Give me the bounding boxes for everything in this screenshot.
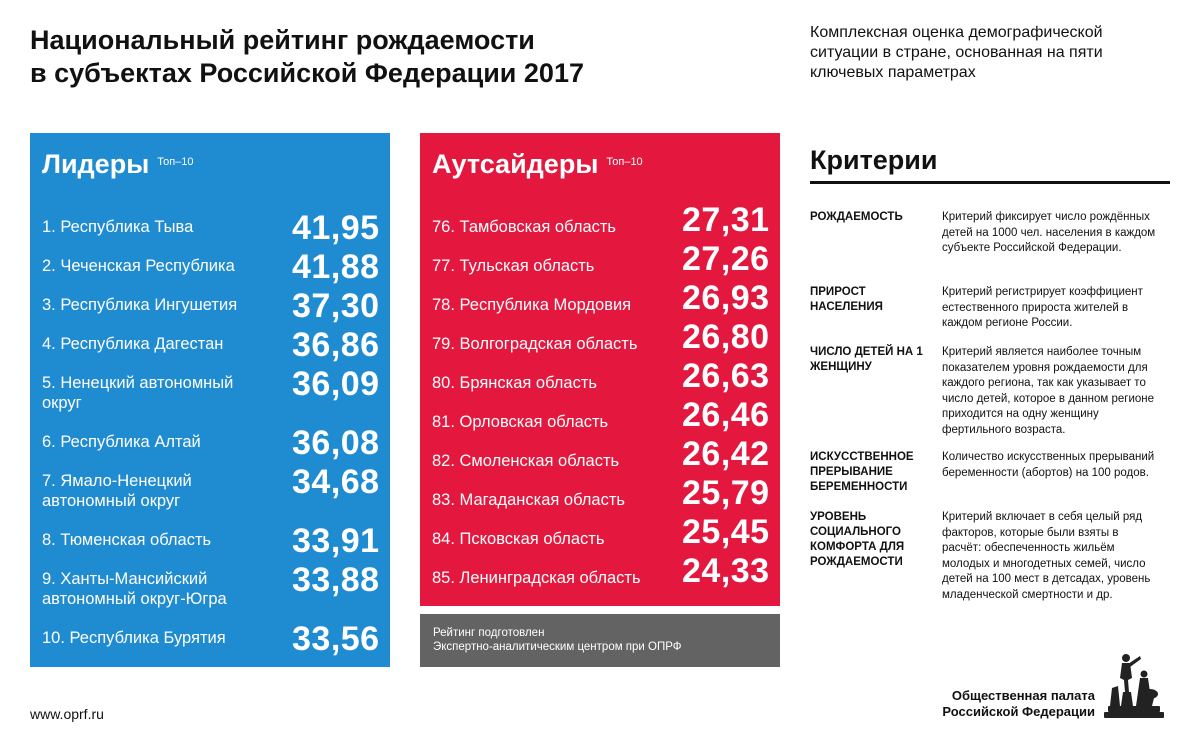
page-title: Национальный рейтинг рождаемости в субъе… xyxy=(30,24,650,90)
outsider-value: 27,31 xyxy=(682,201,770,239)
leader-value: 33,91 xyxy=(292,522,380,560)
outsider-value: 24,33 xyxy=(682,552,770,590)
leader-name: 7. Ямало-Ненецкий автономный округ xyxy=(42,472,192,510)
leader-name: 2. Чеченская Республика xyxy=(42,257,235,275)
outsider-name: 80. Брянская область xyxy=(432,374,598,392)
outsider-name: 84. Псковская область xyxy=(432,530,605,548)
outsider-value: 26,46 xyxy=(682,396,770,434)
title-line-1: Национальный рейтинг рождаемости xyxy=(30,25,535,55)
criteria-heading: Критерии xyxy=(810,145,938,175)
outsider-name: 77. Тульская область xyxy=(432,257,595,275)
criterion-desc: Критерий является наиболее точным показа… xyxy=(942,346,1155,436)
rating-credit: Рейтинг подготовлен Экспертно-аналитичес… xyxy=(420,614,780,667)
outsider-value: 25,45 xyxy=(682,513,770,551)
monument-logo-icon xyxy=(1098,648,1170,720)
leader-name: 5. Ненецкий автономный округ xyxy=(42,374,234,412)
outsider-name: 81. Орловская область xyxy=(432,413,609,431)
outsider-name: 78. Республика Мордовия xyxy=(432,296,632,314)
leader-name: 4. Республика Дагестан xyxy=(42,335,224,353)
leader-value: 36,09 xyxy=(292,365,380,403)
leaders-heading: Лидеры Топ–10 xyxy=(42,149,194,180)
leaders-panel: Лидеры Топ–10 1. Республика Тыва 41,95 2.… xyxy=(30,133,390,667)
outsider-name: 79. Волгоградская область xyxy=(432,335,638,353)
outsider-name: 76. Тамбовская область xyxy=(432,218,617,236)
leader-value: 36,86 xyxy=(292,326,380,364)
outsider-value: 27,26 xyxy=(682,240,770,278)
outsider-name: 85. Ленинградская область xyxy=(432,569,641,587)
criterion-term: Прирост населения xyxy=(810,286,883,313)
criterion-desc: Критерий фиксирует число рождённых детей… xyxy=(942,211,1156,254)
credit-line-2: Экспертно-аналитическим центром при ОПРФ xyxy=(433,641,682,653)
leaders-heading-text: Лидеры xyxy=(42,149,150,179)
leader-value: 41,88 xyxy=(292,248,380,286)
outsider-value: 26,80 xyxy=(682,318,770,356)
title-line-2: в субъектах Российской Федерации 2017 xyxy=(30,58,584,88)
criterion-term: Рождаемость xyxy=(810,211,903,223)
credit-line-1: Рейтинг подготовлен xyxy=(433,627,545,639)
outsiders-panel: Аутсайдеры Топ–10 76. Тамбовская область … xyxy=(420,133,780,606)
leader-value: 36,08 xyxy=(292,424,380,462)
org-name: Общественная палата Российской Федерации xyxy=(900,688,1095,720)
criteria-divider xyxy=(810,181,1170,184)
outsider-name: 83. Магаданская область xyxy=(432,491,625,509)
criterion-desc: Критерий включает в себя целый ряд факто… xyxy=(942,511,1151,601)
leader-name: 1. Республика Тыва xyxy=(42,218,194,236)
criterion-desc: Количество искусственных прерываний бере… xyxy=(942,451,1155,479)
leaders-tag: Топ–10 xyxy=(157,156,194,168)
outsiders-heading: Аутсайдеры Топ–10 xyxy=(432,149,643,180)
leader-name: 3. Республика Ингушетия xyxy=(42,296,238,314)
outsider-value: 26,42 xyxy=(682,435,770,473)
leader-name: 8. Тюменская область xyxy=(42,531,212,549)
leader-name: 9. Ханты-Мансийский автономный округ-Югр… xyxy=(42,570,227,608)
outsiders-heading-text: Аутсайдеры xyxy=(432,149,599,179)
criterion-term: Искусственное прерывание беременности xyxy=(810,451,914,493)
site-link[interactable]: www.oprf.ru xyxy=(30,706,104,722)
leader-value: 34,68 xyxy=(292,463,380,501)
org-name-line-1: Общественная палата xyxy=(951,688,1095,703)
leader-value: 37,30 xyxy=(292,287,380,325)
outsiders-tag: Топ–10 xyxy=(606,156,643,168)
outsider-value: 25,79 xyxy=(682,474,770,512)
outsider-value: 26,63 xyxy=(682,357,770,395)
criterion-desc: Критерий регистрирует коэффициент естест… xyxy=(942,286,1143,329)
criterion-term: Уровень социального комфорта для рождаем… xyxy=(810,511,905,568)
criterion-term: Число детей на 1 женщину xyxy=(810,346,923,373)
leader-value: 33,88 xyxy=(292,561,380,599)
leader-value: 33,56 xyxy=(292,620,380,658)
leader-name: 10. Республика Бурятия xyxy=(42,629,226,647)
org-name-line-2: Российской Федерации xyxy=(942,704,1095,719)
leader-name: 6. Республика Алтай xyxy=(42,433,201,451)
outsider-name: 82. Смоленская область xyxy=(432,452,620,470)
outsider-value: 26,93 xyxy=(682,279,770,317)
leader-value: 41,95 xyxy=(292,209,380,247)
subtitle: Комплексная оценка демографической ситуа… xyxy=(810,24,1103,81)
